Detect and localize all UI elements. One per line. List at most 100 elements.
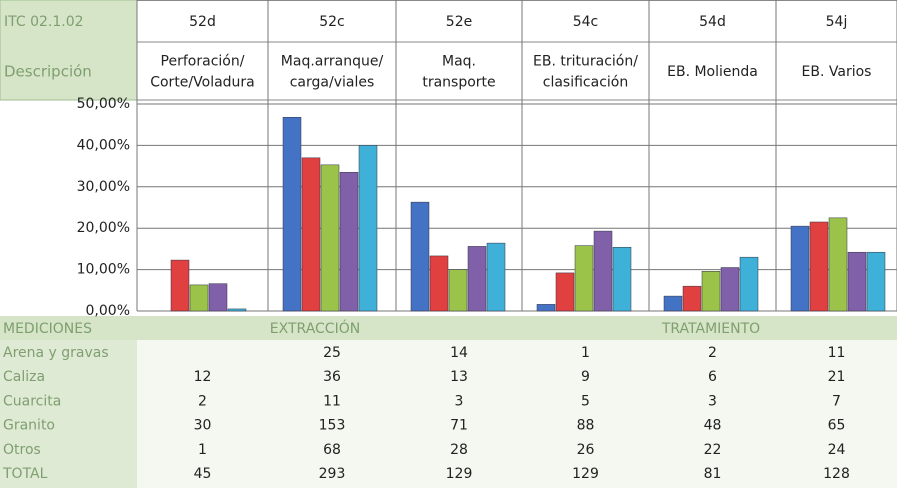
row-label: TOTAL: [2, 466, 48, 482]
y-tick-label: 20,00%: [77, 220, 130, 236]
table-value: 12: [194, 369, 212, 385]
table-value: 45: [194, 466, 212, 482]
bar: [170, 259, 190, 312]
bar: [301, 157, 321, 312]
category-code: 52d: [189, 14, 216, 30]
y-tick-label: 10,00%: [77, 262, 130, 278]
category-description: Maq.arranque/: [281, 54, 384, 70]
table-value: 21: [828, 369, 846, 385]
table-value: 1: [581, 345, 590, 361]
bar: [847, 251, 867, 312]
bar: [227, 308, 247, 312]
table-value: 88: [577, 418, 595, 434]
table-value: 30: [194, 418, 212, 434]
bar: [358, 145, 378, 312]
table-value: 153: [319, 418, 346, 434]
y-tick-label: 40,00%: [77, 137, 130, 153]
bar: [467, 246, 487, 312]
category-description: transporte: [422, 75, 495, 91]
table-value: 13: [450, 369, 468, 385]
table-header-bg: [0, 316, 897, 340]
table-value: 81: [704, 466, 722, 482]
bar: [701, 271, 721, 312]
category-description: EB. trituración/: [533, 54, 638, 70]
table-value: 11: [323, 393, 341, 409]
table-value: 5: [581, 393, 590, 409]
category-code: 54j: [826, 14, 848, 30]
row-label: Granito: [3, 418, 55, 434]
table-value: 2: [708, 345, 717, 361]
table-value: 25: [323, 345, 341, 361]
row-label: Arena y gravas: [3, 345, 109, 361]
table-value: 128: [823, 466, 850, 482]
row-label: Cuarcita: [3, 393, 61, 409]
y-tick-label: 50,00%: [77, 96, 130, 112]
table-value: 68: [323, 442, 341, 458]
table-value: 9: [581, 369, 590, 385]
row-label: Caliza: [3, 369, 45, 385]
bar: [555, 272, 575, 312]
category-description: EB. Molienda: [667, 64, 758, 80]
table-value: 24: [828, 442, 846, 458]
bar: [410, 201, 430, 312]
category-code: 54c: [573, 14, 599, 30]
y-tick-label: 0,00%: [86, 303, 130, 319]
bar: [536, 304, 556, 312]
bar: [486, 242, 506, 312]
table-value: 14: [450, 345, 468, 361]
bar: [189, 284, 209, 312]
bar: [739, 256, 759, 312]
table-value: 26: [577, 442, 595, 458]
table-value: 2: [198, 393, 207, 409]
label-cell: [0, 0, 138, 101]
table-value: 71: [450, 418, 468, 434]
bar: [828, 217, 848, 312]
bar: [612, 246, 632, 312]
category-description: EB. Varios: [802, 64, 872, 80]
category-description: Maq.: [442, 54, 476, 70]
table-value: 129: [446, 466, 473, 482]
bar: [282, 116, 302, 312]
bar: [320, 164, 340, 312]
table-header: MEDICIONES: [3, 321, 92, 337]
table-group: EXTRACCIÓN: [270, 319, 360, 337]
table-value: 293: [319, 466, 346, 482]
description-label: Descripción: [4, 63, 92, 81]
bar: [448, 269, 468, 312]
bar: [790, 225, 810, 312]
category-description: Corte/Voladura: [150, 75, 255, 91]
bar: [339, 172, 359, 312]
category-code: 52c: [319, 14, 345, 30]
table-value: 1: [198, 442, 207, 458]
table-group: TRATAMIENTO: [661, 321, 760, 337]
y-tick-label: 30,00%: [77, 179, 130, 195]
table-value: 22: [704, 442, 722, 458]
table-bg: [0, 316, 897, 488]
table-value: 6: [708, 369, 717, 385]
table-value: 7: [832, 393, 841, 409]
bar: [866, 251, 886, 312]
bar: [809, 221, 829, 312]
category-description: carga/viales: [290, 75, 375, 91]
table-value: 28: [450, 442, 468, 458]
table-value: 3: [708, 393, 717, 409]
bar: [574, 245, 594, 312]
row-label: Otros: [3, 442, 41, 458]
category-description: clasificación: [543, 75, 628, 91]
bar: [663, 295, 683, 312]
bar: [682, 285, 702, 312]
table-value: 36: [323, 369, 341, 385]
table-value: 48: [704, 418, 722, 434]
table-value: 11: [828, 345, 846, 361]
category-description: Perforación/: [161, 54, 245, 70]
table-value: 3: [455, 393, 464, 409]
table-value: 65: [828, 418, 846, 434]
row-label-bg: [0, 340, 137, 488]
code-label: ITC 02.1.02: [4, 14, 84, 30]
bar: [720, 267, 740, 312]
table-value: 129: [572, 466, 599, 482]
category-code: 52e: [446, 14, 472, 30]
bar: [208, 283, 228, 312]
bar: [429, 255, 449, 312]
